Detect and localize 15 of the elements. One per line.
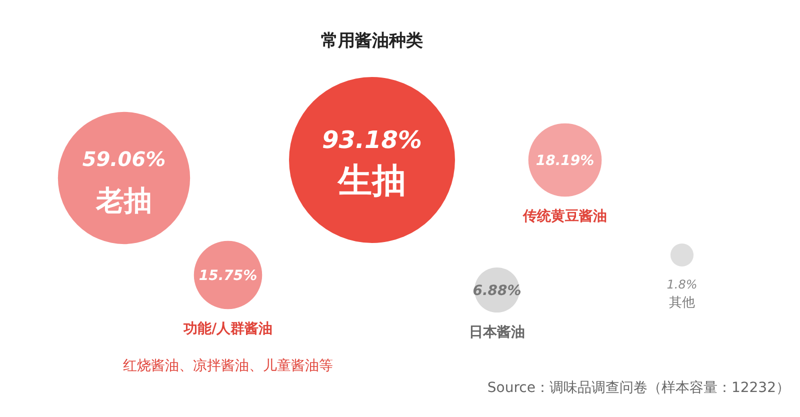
source-note: Source：调味品调查问卷（样本容量：12232） — [487, 380, 790, 396]
data-label: 6.88% — [472, 283, 522, 299]
category-label: 传统黄豆酱油 — [522, 208, 607, 225]
category-label: 生抽 — [337, 161, 406, 201]
data-label: 15.75% — [198, 268, 258, 284]
data-label: 93.18% — [322, 126, 422, 154]
category-label: 其他 — [669, 296, 695, 311]
category-label: 老抽 — [95, 184, 152, 217]
data-label: 59.06% — [82, 147, 166, 171]
text: 常用酱油种类 — [321, 31, 423, 51]
category-label: 日本酱油 — [469, 324, 525, 341]
category-label: 功能/人群酱油 — [182, 321, 273, 338]
text: 红烧酱油、凉拌酱油、儿童酱油等 — [123, 358, 333, 374]
data-label: 18.19% — [536, 153, 594, 169]
data-label: 1.8% — [666, 278, 698, 292]
